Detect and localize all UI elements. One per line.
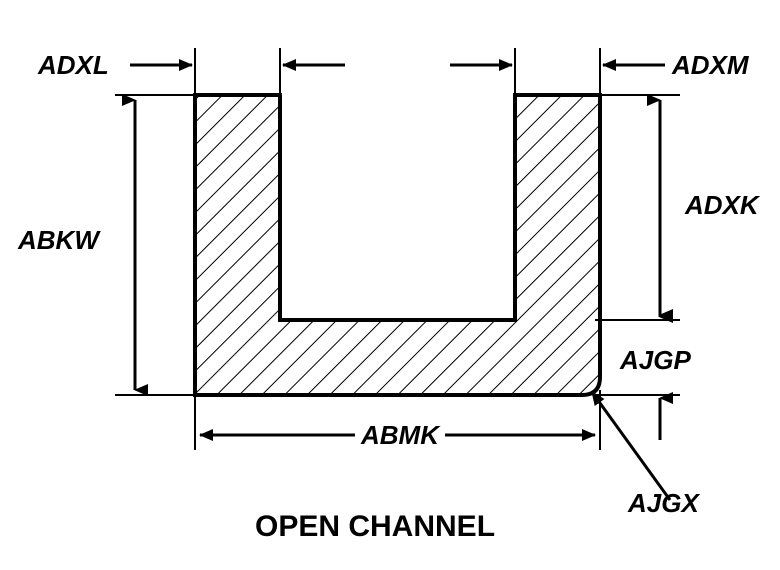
label-ajgx: AJGX [628, 488, 699, 519]
label-abkw: ABKW [18, 225, 99, 256]
channel-shape [195, 95, 600, 395]
label-adxm: ADXM [672, 50, 749, 81]
diagram-svg [0, 0, 780, 570]
open-channel-diagram [0, 0, 780, 570]
label-ajgp: AJGP [620, 345, 691, 376]
label-adxl: ADXL [38, 50, 109, 81]
label-adxk: ADXK [685, 190, 759, 221]
ajgx-leader [592, 392, 670, 500]
diagram-title: OPEN CHANNEL [255, 510, 495, 544]
label-abmk: ABMK [355, 420, 445, 451]
